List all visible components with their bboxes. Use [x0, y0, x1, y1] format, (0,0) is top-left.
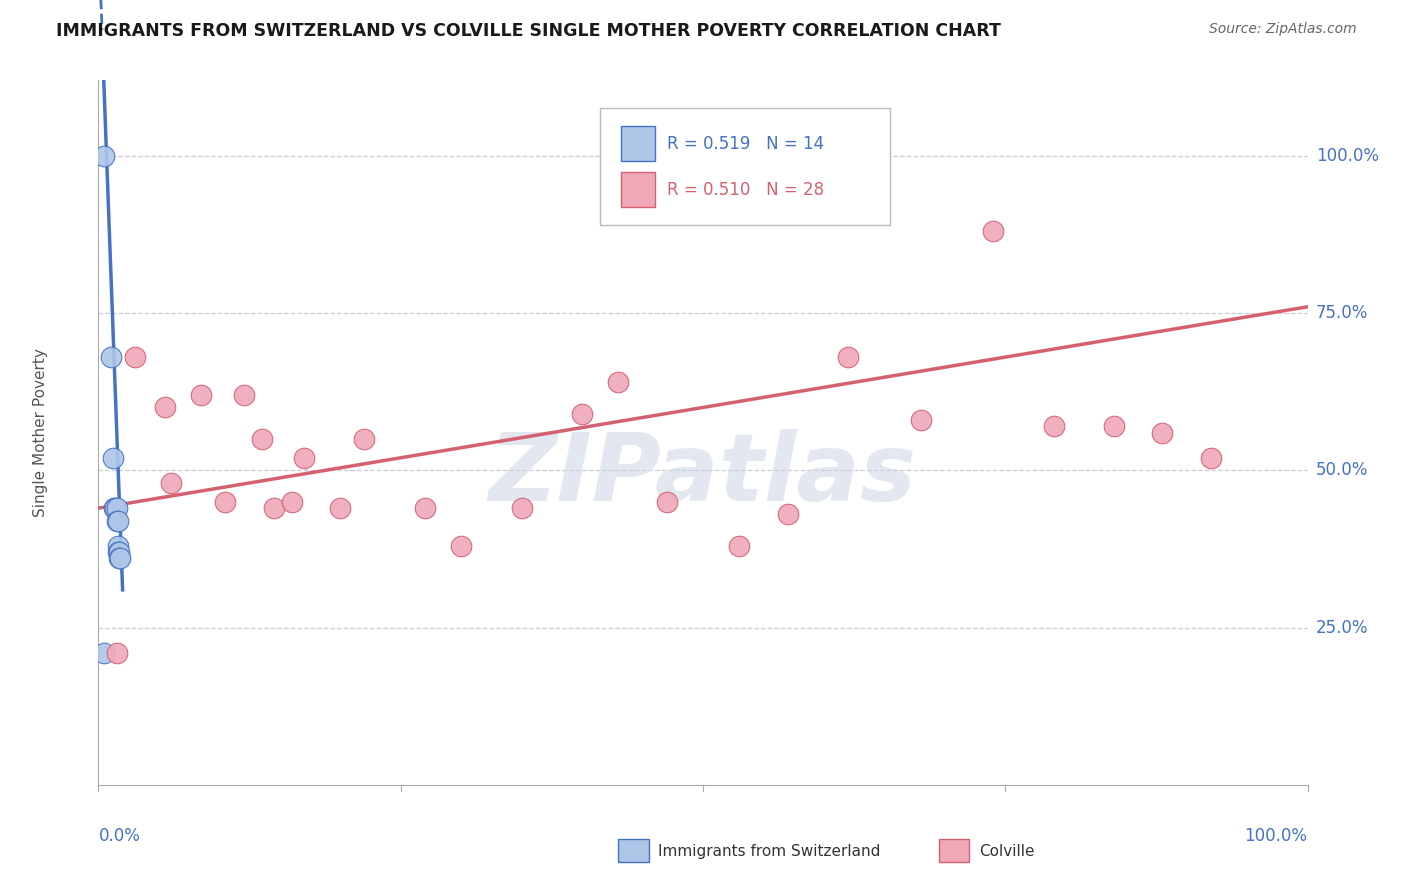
Point	[1199, 450, 1222, 465]
Text: 25.0%: 25.0%	[1316, 619, 1368, 637]
Point	[107, 514, 129, 528]
Point	[100, 350, 122, 364]
Text: R = 0.519   N = 14: R = 0.519 N = 14	[666, 135, 824, 153]
FancyBboxPatch shape	[600, 109, 890, 225]
Point	[510, 501, 533, 516]
Point	[107, 545, 129, 559]
Point	[776, 508, 799, 522]
Point	[250, 432, 273, 446]
Point	[190, 388, 212, 402]
Point	[232, 388, 254, 402]
Point	[728, 539, 751, 553]
Point	[1102, 419, 1125, 434]
Text: Single Mother Poverty: Single Mother Poverty	[32, 348, 48, 517]
Point	[105, 501, 128, 516]
Point	[108, 551, 131, 566]
Text: 100.0%: 100.0%	[1244, 827, 1308, 846]
Point	[105, 646, 128, 660]
Point	[837, 350, 859, 364]
Text: 0.0%: 0.0%	[98, 827, 141, 846]
Point	[910, 413, 932, 427]
Point	[105, 514, 128, 528]
Point	[108, 545, 131, 559]
Point	[263, 501, 285, 516]
Point	[571, 407, 593, 421]
Point	[607, 376, 630, 390]
Point	[353, 432, 375, 446]
Point	[292, 450, 315, 465]
Point	[93, 149, 115, 163]
Point	[103, 501, 125, 516]
Text: Source: ZipAtlas.com: Source: ZipAtlas.com	[1209, 22, 1357, 37]
Text: IMMIGRANTS FROM SWITZERLAND VS COLVILLE SINGLE MOTHER POVERTY CORRELATION CHART: IMMIGRANTS FROM SWITZERLAND VS COLVILLE …	[56, 22, 1001, 40]
FancyBboxPatch shape	[621, 126, 655, 161]
Point	[104, 501, 127, 516]
Text: R = 0.510   N = 28: R = 0.510 N = 28	[666, 180, 824, 199]
Text: Immigrants from Switzerland: Immigrants from Switzerland	[658, 844, 880, 859]
Text: 75.0%: 75.0%	[1316, 304, 1368, 322]
Point	[153, 401, 176, 415]
Point	[93, 646, 115, 660]
Point	[124, 350, 146, 364]
Point	[450, 539, 472, 553]
Point	[1042, 419, 1064, 434]
Point	[108, 551, 131, 566]
Point	[160, 475, 183, 490]
Point	[107, 539, 129, 553]
Point	[981, 224, 1004, 238]
FancyBboxPatch shape	[939, 839, 969, 863]
Point	[101, 450, 124, 465]
Text: Colville: Colville	[979, 844, 1035, 859]
Point	[214, 495, 236, 509]
Point	[655, 495, 678, 509]
Point	[413, 501, 436, 516]
Point	[1152, 425, 1174, 440]
Point	[329, 501, 352, 516]
Text: ZIPatlas: ZIPatlas	[489, 429, 917, 521]
FancyBboxPatch shape	[621, 172, 655, 207]
Text: 50.0%: 50.0%	[1316, 461, 1368, 479]
Point	[281, 495, 304, 509]
Text: 100.0%: 100.0%	[1316, 147, 1379, 165]
FancyBboxPatch shape	[619, 839, 648, 863]
